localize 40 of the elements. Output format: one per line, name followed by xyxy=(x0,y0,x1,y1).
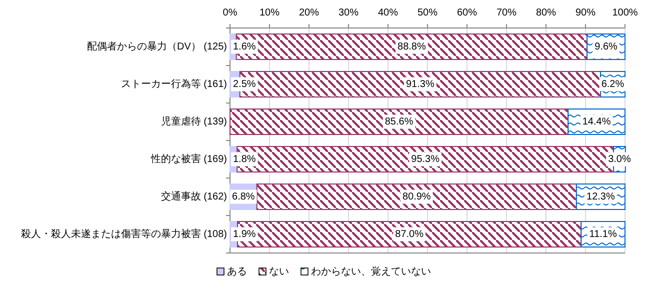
x-tick-label: 70% xyxy=(496,8,517,18)
x-tick-label: 50% xyxy=(417,8,438,18)
x-tick-label: 60% xyxy=(456,8,478,18)
x-tick-label: 100% xyxy=(612,8,638,18)
data-label: 87.0% xyxy=(395,228,424,240)
data-label: 9.6% xyxy=(594,41,618,52)
data-label: 3.0% xyxy=(608,154,631,165)
data-label: 85.6% xyxy=(384,116,414,128)
x-tick-label: 40% xyxy=(378,8,398,18)
legend-label: ない xyxy=(269,266,289,278)
data-label: 2.5% xyxy=(233,78,256,90)
y-tick-label: ストーカー行為等 (161) xyxy=(120,78,227,90)
x-tick-label: 10% xyxy=(259,8,280,18)
y-tick-label: 交通事故 (162) xyxy=(160,190,227,202)
data-label: 1.8% xyxy=(233,154,256,165)
legend-label: ある xyxy=(227,266,247,278)
data-label: 1.9% xyxy=(233,228,256,240)
y-tick-label: 児童虐待 (139) xyxy=(160,115,227,128)
bar xyxy=(256,184,577,210)
data-label: 88.8% xyxy=(398,41,426,52)
legend-label: わからない、覚えていない xyxy=(311,266,431,278)
x-tick-label: 30% xyxy=(338,8,359,18)
y-tick-label: 配偶者からの暴力（DV） (125) xyxy=(86,40,227,52)
data-label: 11.1% xyxy=(589,228,617,240)
x-tick-label: 0% xyxy=(222,8,238,18)
bar xyxy=(230,108,569,135)
data-label: 6.2% xyxy=(601,78,624,90)
data-label: 95.3% xyxy=(411,154,440,165)
y-tick-label: 性的な被害 (169) xyxy=(150,152,227,165)
data-label: 6.8% xyxy=(232,191,255,202)
x-tick-label: 80% xyxy=(536,8,556,18)
bar xyxy=(236,34,588,60)
data-label: 12.3% xyxy=(586,191,615,202)
data-label: 91.3% xyxy=(406,78,434,90)
data-label: 14.4% xyxy=(582,116,611,128)
data-label: 1.6% xyxy=(233,41,256,52)
x-tick-label: 20% xyxy=(298,8,320,18)
x-tick-label: 90% xyxy=(575,8,596,18)
y-tick-label: 殺人・殺人未遂または傷害等の暴力被害 (108) xyxy=(20,228,227,240)
data-label: 80.9% xyxy=(402,191,431,202)
